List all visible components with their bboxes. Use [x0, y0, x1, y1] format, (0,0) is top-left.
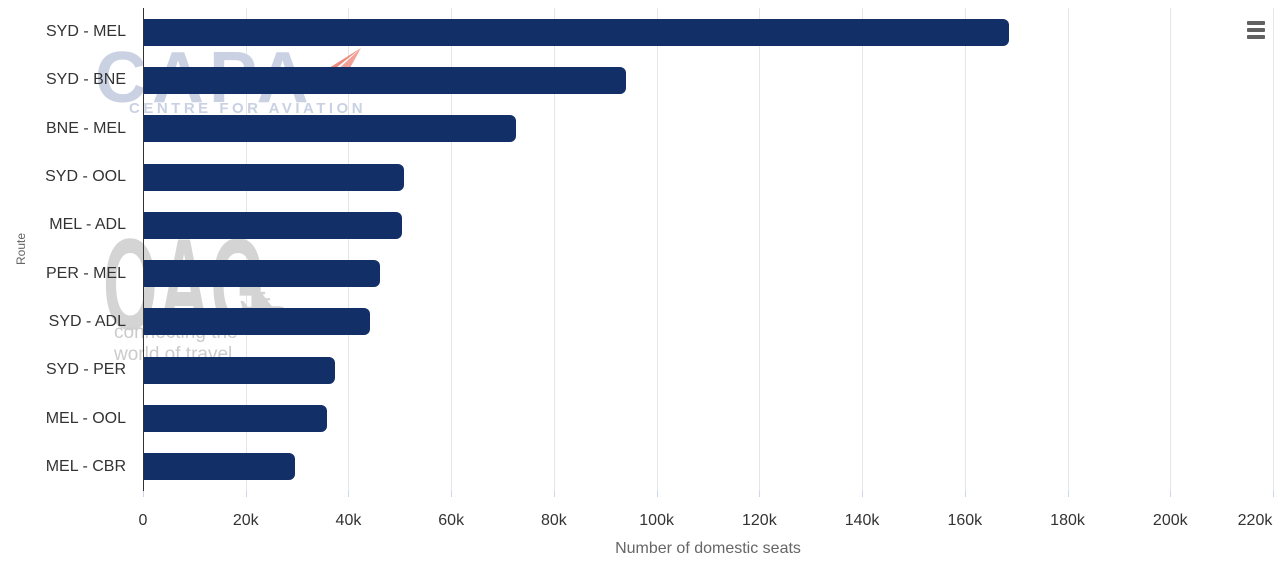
x-gridline	[451, 8, 453, 491]
bar-syd-ool[interactable]	[144, 163, 404, 191]
x-axis-tick	[964, 491, 966, 497]
x-axis-tick	[1273, 491, 1274, 497]
bar-mel-ool[interactable]	[144, 405, 327, 433]
x-gridline	[348, 8, 350, 491]
x-gridline	[862, 8, 864, 491]
x-axis-tick	[348, 491, 350, 497]
x-axis-tick-label: 140k	[844, 512, 880, 529]
x-axis-tick	[451, 491, 453, 497]
chart-context-menu-button[interactable]	[1245, 16, 1267, 44]
x-axis-title: Number of domestic seats	[615, 540, 801, 557]
category-label: SYD - OOL	[45, 168, 126, 186]
y-axis-title: Route	[14, 232, 28, 266]
bar-mel-cbr[interactable]	[144, 453, 295, 481]
x-axis-tick-label: 60k	[438, 512, 465, 529]
x-axis-tick	[862, 491, 864, 497]
category-label: SYD - PER	[45, 361, 126, 379]
x-axis-tick-label: 0	[138, 512, 148, 529]
x-axis-tick-label: 160k	[947, 512, 983, 529]
bar-syd-adl[interactable]	[144, 308, 370, 336]
bar-bne-mel[interactable]	[144, 115, 516, 143]
x-axis-tick	[759, 491, 761, 497]
bar-syd-bne[interactable]	[144, 66, 627, 94]
x-axis-tick-label: 180k	[1050, 512, 1085, 529]
x-gridline	[1273, 8, 1274, 491]
bar-syd-per[interactable]	[144, 356, 336, 384]
y-axis-line	[143, 8, 144, 491]
category-label: MEL - ADL	[49, 216, 126, 234]
hamburger-menu-icon	[1247, 21, 1265, 25]
x-axis-tick-label: 100k	[639, 512, 674, 529]
x-axis-tick-label: 40k	[335, 512, 362, 529]
bar-syd-mel[interactable]	[144, 18, 1009, 46]
x-axis-tick	[143, 491, 144, 497]
x-axis-tick	[553, 491, 555, 497]
x-gridline	[1067, 8, 1069, 491]
category-label: SYD - BNE	[45, 71, 126, 89]
x-gridline	[656, 8, 658, 491]
x-gridline	[964, 8, 966, 491]
x-axis-tick	[245, 491, 247, 497]
x-gridline	[1170, 8, 1172, 491]
x-axis-tick	[1170, 491, 1172, 497]
bar-per-mel[interactable]	[144, 260, 381, 288]
category-label: SYD - MEL	[45, 23, 126, 41]
x-axis-tick-label: 200k	[1152, 512, 1188, 529]
category-label: MEL - CBR	[45, 457, 126, 475]
category-label: BNE - MEL	[45, 119, 126, 137]
x-axis-tick-label: 80k	[541, 512, 567, 529]
x-axis-tick	[1067, 491, 1069, 497]
bar-mel-adl[interactable]	[144, 211, 402, 239]
category-label: MEL - OOL	[45, 409, 126, 427]
x-axis-tick-label: 20k	[232, 512, 259, 529]
oag-watermark: OAG ✈ connecting the world of travel	[103, 219, 383, 373]
x-axis-tick-label: 120k	[742, 512, 777, 529]
x-axis-tick-label: 220k	[1237, 512, 1273, 529]
x-axis-tick	[656, 491, 658, 497]
category-label: SYD - ADL	[48, 312, 126, 330]
x-gridline	[553, 8, 555, 491]
x-gridline	[245, 8, 247, 491]
category-label: PER - MEL	[45, 264, 126, 282]
x-gridline	[759, 8, 761, 491]
